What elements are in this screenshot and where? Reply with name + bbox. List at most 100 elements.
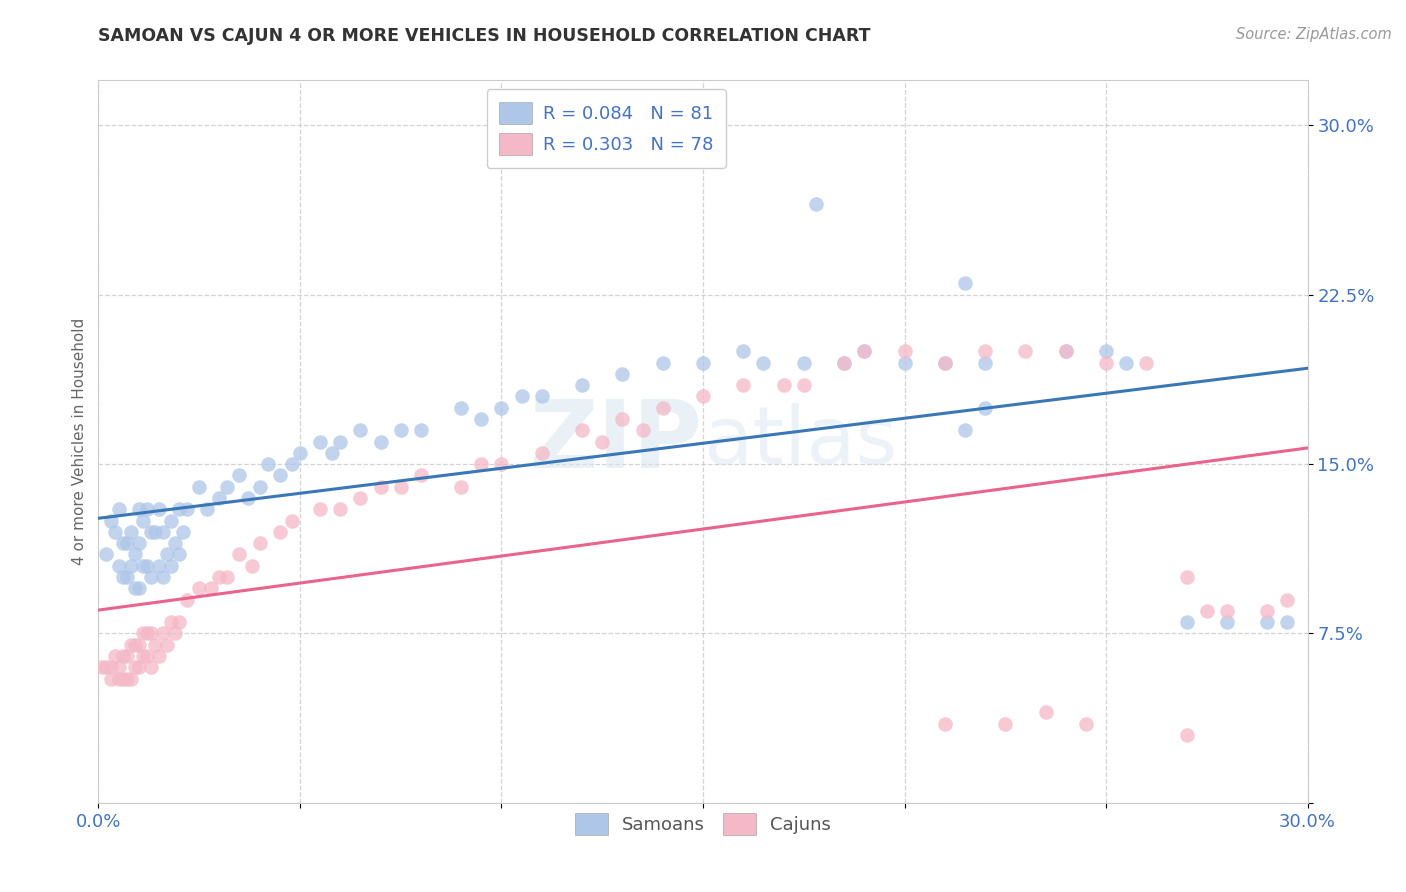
Point bbox=[249, 536, 271, 550]
Point bbox=[612, 367, 634, 381]
Point bbox=[208, 570, 231, 584]
Point bbox=[571, 378, 593, 392]
Point bbox=[132, 558, 155, 573]
Point bbox=[349, 491, 371, 505]
Point bbox=[1014, 344, 1036, 359]
Text: atlas: atlas bbox=[703, 402, 897, 481]
Point bbox=[1054, 344, 1077, 359]
Point bbox=[160, 615, 183, 630]
Point bbox=[832, 355, 855, 369]
Point bbox=[893, 344, 915, 359]
Point bbox=[167, 615, 190, 630]
Point bbox=[124, 582, 146, 596]
Point bbox=[139, 660, 162, 674]
Point bbox=[139, 570, 162, 584]
Point bbox=[115, 536, 138, 550]
Point bbox=[103, 648, 125, 663]
Point bbox=[733, 344, 755, 359]
Point bbox=[752, 355, 775, 369]
Point bbox=[217, 480, 239, 494]
Point bbox=[772, 378, 794, 392]
Point bbox=[96, 660, 118, 674]
Point bbox=[450, 401, 472, 415]
Point bbox=[470, 457, 492, 471]
Legend: Samoans, Cajuns: Samoans, Cajuns bbox=[562, 801, 844, 848]
Point bbox=[188, 480, 211, 494]
Point bbox=[91, 660, 114, 674]
Point bbox=[1074, 716, 1097, 731]
Point bbox=[450, 480, 472, 494]
Point bbox=[120, 558, 142, 573]
Point bbox=[160, 514, 183, 528]
Point bbox=[389, 480, 412, 494]
Point bbox=[148, 502, 170, 516]
Point bbox=[853, 344, 876, 359]
Point bbox=[1175, 570, 1198, 584]
Point bbox=[152, 570, 174, 584]
Point bbox=[143, 524, 166, 539]
Point bbox=[120, 672, 142, 686]
Point bbox=[107, 502, 129, 516]
Point bbox=[974, 355, 997, 369]
Point bbox=[156, 548, 179, 562]
Point bbox=[281, 514, 304, 528]
Point bbox=[120, 524, 142, 539]
Point bbox=[128, 502, 150, 516]
Point bbox=[135, 626, 157, 640]
Point bbox=[631, 423, 654, 437]
Point bbox=[591, 434, 613, 449]
Point bbox=[349, 423, 371, 437]
Point bbox=[167, 548, 190, 562]
Point bbox=[176, 502, 198, 516]
Point bbox=[692, 389, 714, 403]
Point bbox=[804, 197, 827, 211]
Point bbox=[163, 536, 186, 550]
Point bbox=[167, 502, 190, 516]
Point bbox=[733, 378, 755, 392]
Point bbox=[793, 355, 815, 369]
Point bbox=[132, 626, 155, 640]
Point bbox=[934, 355, 956, 369]
Point bbox=[115, 648, 138, 663]
Point bbox=[994, 716, 1017, 731]
Point bbox=[148, 558, 170, 573]
Point bbox=[288, 446, 311, 460]
Point bbox=[124, 660, 146, 674]
Point bbox=[96, 548, 118, 562]
Point bbox=[228, 468, 250, 483]
Point bbox=[128, 660, 150, 674]
Point bbox=[269, 524, 291, 539]
Y-axis label: 4 or more Vehicles in Household: 4 or more Vehicles in Household bbox=[72, 318, 87, 566]
Point bbox=[128, 638, 150, 652]
Point bbox=[329, 502, 352, 516]
Point bbox=[651, 355, 673, 369]
Point bbox=[152, 626, 174, 640]
Point bbox=[135, 558, 157, 573]
Point bbox=[793, 378, 815, 392]
Point bbox=[107, 672, 129, 686]
Point bbox=[139, 524, 162, 539]
Point bbox=[953, 277, 976, 291]
Point bbox=[200, 582, 222, 596]
Point bbox=[370, 480, 392, 494]
Text: ZIP: ZIP bbox=[530, 395, 703, 488]
Point bbox=[132, 648, 155, 663]
Point bbox=[409, 423, 432, 437]
Point bbox=[156, 638, 179, 652]
Point bbox=[491, 401, 513, 415]
Point bbox=[974, 401, 997, 415]
Point bbox=[160, 558, 183, 573]
Point bbox=[269, 468, 291, 483]
Point bbox=[107, 558, 129, 573]
Point bbox=[124, 638, 146, 652]
Point bbox=[100, 514, 122, 528]
Point bbox=[208, 491, 231, 505]
Point bbox=[256, 457, 278, 471]
Point bbox=[217, 570, 239, 584]
Point bbox=[321, 446, 343, 460]
Point bbox=[107, 660, 129, 674]
Point bbox=[120, 638, 142, 652]
Point bbox=[1195, 604, 1218, 618]
Point bbox=[329, 434, 352, 449]
Point bbox=[1135, 355, 1157, 369]
